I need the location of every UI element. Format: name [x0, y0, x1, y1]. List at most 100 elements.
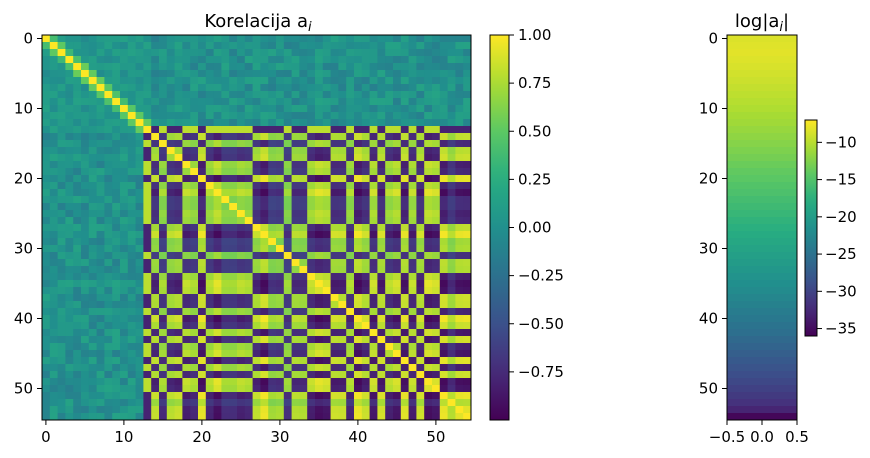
heatmap-cell	[416, 119, 425, 127]
heatmap-cell	[190, 238, 199, 246]
heatmap-cell	[447, 154, 456, 162]
heatmap-cell	[151, 357, 160, 365]
heatmap-cell	[361, 217, 370, 225]
heatmap-cell	[322, 252, 331, 260]
heatmap-cell	[400, 70, 409, 78]
heatmap-cell	[127, 238, 136, 246]
heatmap-cell	[260, 231, 269, 239]
heatmap-cell	[73, 77, 82, 85]
heatmap-cell	[299, 161, 308, 169]
heatmap-cell	[408, 203, 417, 211]
heatmap-cell	[159, 350, 168, 358]
heatmap-cell	[338, 49, 347, 57]
heatmap-cell	[127, 133, 136, 141]
heatmap-cell	[439, 385, 448, 393]
heatmap-cell	[385, 224, 394, 232]
heatmap-cell	[190, 371, 199, 379]
heatmap-cell	[307, 399, 316, 407]
heatmap-cell	[213, 280, 222, 288]
heatmap-cell	[244, 203, 253, 211]
heatmap-cell	[112, 392, 121, 400]
heatmap-cell	[307, 84, 316, 92]
heatmap-cell	[291, 301, 300, 309]
heatmap-cell	[330, 196, 339, 204]
heatmap-cell	[237, 259, 246, 267]
heatmap-cell	[112, 280, 121, 288]
heatmap-cell	[260, 322, 269, 330]
heatmap-cell	[198, 98, 207, 106]
heatmap-cell	[400, 364, 409, 372]
heatmap-cell	[291, 322, 300, 330]
heatmap-cell	[237, 133, 246, 141]
heatmap-cell	[416, 203, 425, 211]
heatmap-cell	[307, 42, 316, 50]
heatmap-cell	[166, 343, 175, 351]
heatmap-cell	[174, 161, 183, 169]
heatmap-cell	[96, 413, 105, 421]
heatmap-cell	[393, 385, 402, 393]
heatmap-cell	[96, 77, 105, 85]
heatmap-cell	[315, 84, 324, 92]
heatmap-cell	[244, 217, 253, 225]
heatmap-cell	[283, 378, 292, 386]
heatmap-cell	[416, 168, 425, 176]
heatmap-cell	[198, 182, 207, 190]
heatmap-cell	[338, 392, 347, 400]
heatmap-cell	[260, 63, 269, 71]
heatmap-cell	[104, 56, 113, 64]
heatmap-cell	[385, 175, 394, 183]
heatmap-cell	[213, 119, 222, 127]
heatmap-cell	[190, 91, 199, 99]
heatmap-cell	[73, 140, 82, 148]
heatmap-cell	[307, 413, 316, 421]
heatmap-cell	[49, 133, 58, 141]
heatmap-cell	[276, 392, 285, 400]
heatmap-cell	[88, 126, 97, 134]
heatmap-cell	[252, 98, 261, 106]
heatmap-cell	[120, 266, 129, 274]
heatmap-cell	[57, 252, 66, 260]
heatmap-cell	[346, 273, 355, 281]
heatmap-cell	[213, 175, 222, 183]
heatmap-cell	[205, 126, 214, 134]
heatmap-cell	[174, 371, 183, 379]
heatmap-cell	[354, 189, 363, 197]
heatmap-cell	[377, 161, 386, 169]
heatmap-cell	[416, 378, 425, 386]
heatmap-cell	[81, 210, 90, 218]
heatmap-cell	[81, 231, 90, 239]
heatmap-cell	[361, 77, 370, 85]
heatmap-cell	[424, 224, 433, 232]
heatmap-cell	[166, 49, 175, 57]
heatmap-cell	[463, 315, 472, 323]
heatmap-cell	[346, 147, 355, 155]
heatmap-cell	[229, 56, 238, 64]
heatmap-cell	[361, 252, 370, 260]
heatmap-cell	[432, 392, 441, 400]
heatmap-cell	[213, 301, 222, 309]
heatmap-cell	[315, 231, 324, 239]
heatmap-cell	[213, 133, 222, 141]
heatmap-cell	[221, 266, 230, 274]
heatmap-cell	[338, 168, 347, 176]
heatmap-cell	[42, 392, 51, 400]
heatmap-cell	[49, 231, 58, 239]
heatmap-cell	[159, 273, 168, 281]
heatmap-cell	[354, 238, 363, 246]
heatmap-cell	[237, 77, 246, 85]
log-cell	[727, 210, 797, 218]
heatmap-cell	[408, 322, 417, 330]
heatmap-cell	[439, 196, 448, 204]
heatmap-cell	[174, 357, 183, 365]
heatmap-cell	[260, 406, 269, 414]
heatmap-cell	[190, 252, 199, 260]
heatmap-cell	[221, 364, 230, 372]
heatmap-cell	[330, 224, 339, 232]
heatmap-cell	[205, 35, 214, 43]
log-cell	[727, 133, 797, 141]
heatmap-cell	[221, 77, 230, 85]
heatmap-cell	[229, 42, 238, 50]
heatmap-cell	[57, 413, 66, 421]
heatmap-cell	[166, 196, 175, 204]
heatmap-cell	[260, 252, 269, 260]
